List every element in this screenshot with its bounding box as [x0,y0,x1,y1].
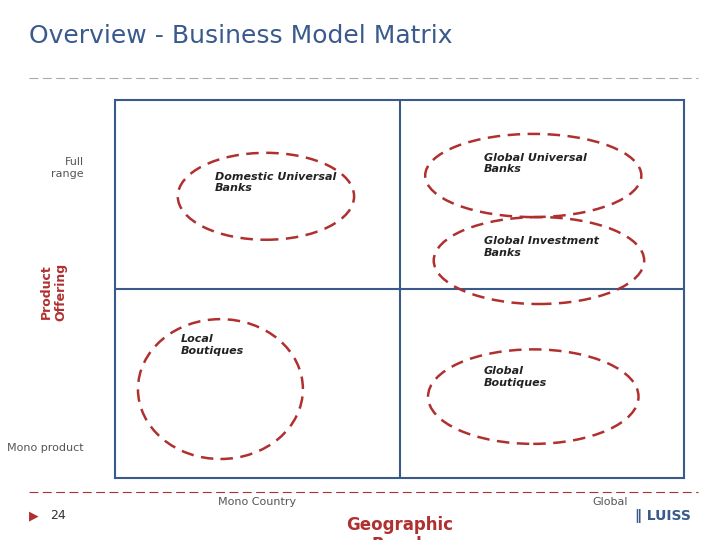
Text: Global: Global [593,497,628,507]
Text: Global Investment
Banks: Global Investment Banks [484,236,599,258]
Text: 24: 24 [50,509,66,522]
Text: Global Universal
Banks: Global Universal Banks [484,153,587,174]
Text: Overview - Business Model Matrix: Overview - Business Model Matrix [29,24,452,48]
Text: Geographic
Reach: Geographic Reach [346,516,453,540]
Text: Local
Boutiques: Local Boutiques [181,334,244,356]
Text: Domestic Universal
Banks: Domestic Universal Banks [215,172,336,193]
Text: Product: Product [40,264,53,319]
Text: Mono Country: Mono Country [218,497,297,507]
Text: Offering: Offering [55,262,68,321]
Text: ‖ LUISS: ‖ LUISS [635,509,691,523]
Text: Full
range: Full range [51,157,84,179]
Text: Global
Boutiques: Global Boutiques [484,366,547,388]
Text: Mono product: Mono product [7,443,84,453]
Text: ▶: ▶ [29,509,38,522]
